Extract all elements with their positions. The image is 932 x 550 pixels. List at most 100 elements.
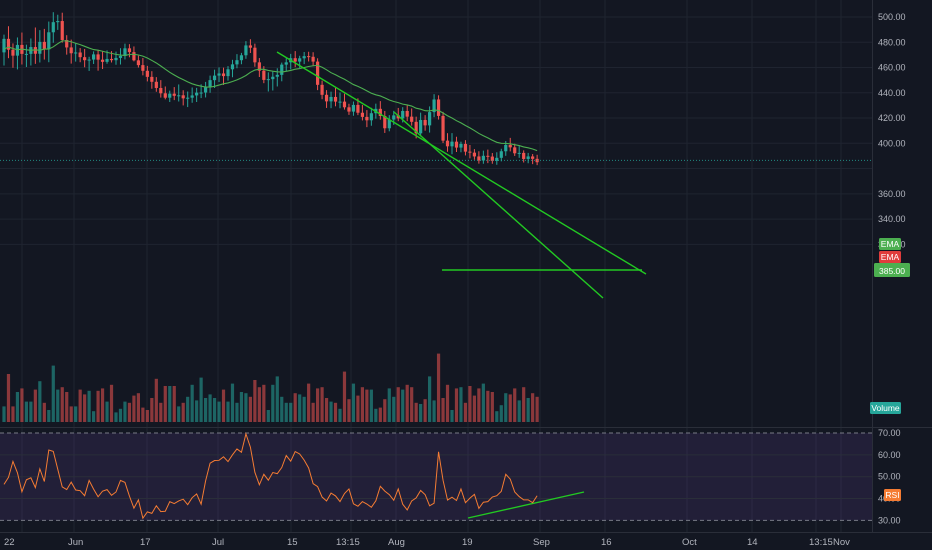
- volume-bar: [311, 402, 315, 422]
- volume-bar: [302, 396, 306, 422]
- volume-bar: [163, 386, 167, 422]
- price-tick-label: 360.00: [878, 189, 906, 199]
- candle-body: [490, 156, 494, 161]
- volume-bar: [289, 402, 293, 422]
- volume-bar: [441, 398, 445, 422]
- candle-body: [159, 87, 163, 94]
- candle-body: [78, 52, 82, 58]
- candle-body: [311, 56, 315, 62]
- volume-bar: [136, 393, 140, 422]
- candle-body: [186, 97, 190, 99]
- candle-body: [531, 156, 535, 159]
- rsi-polyline: [3, 432, 538, 520]
- candle-body: [38, 41, 42, 54]
- candle-body: [513, 147, 517, 154]
- volume-bar: [15, 392, 20, 422]
- volume-bar: [2, 406, 6, 422]
- trendline: [467, 491, 585, 519]
- candle-body: [118, 55, 123, 58]
- volume-bar: [105, 401, 109, 422]
- volume-bar: [118, 408, 123, 422]
- volume-bar: [410, 387, 414, 422]
- candle-body: [56, 21, 60, 23]
- volume-bar: [154, 378, 158, 422]
- trendline: [393, 111, 604, 299]
- volume-bar: [347, 399, 351, 422]
- volume-bar: [275, 376, 279, 422]
- volume-bar: [199, 377, 203, 422]
- volume-bar: [100, 388, 105, 422]
- volume-bar: [109, 384, 114, 422]
- volume-bar: [320, 387, 324, 422]
- rsi-tick-label: 70.00: [878, 428, 901, 438]
- volume-bar: [195, 400, 199, 422]
- volume-bar: [477, 388, 481, 422]
- volume-bar: [60, 387, 64, 422]
- volume-bar: [517, 400, 521, 422]
- candle-body: [410, 116, 414, 122]
- volume-bar: [65, 392, 69, 422]
- candle-body: [441, 115, 445, 141]
- volume-bar: [208, 394, 212, 422]
- volume-bar: [378, 407, 382, 422]
- candle-body: [499, 151, 503, 158]
- volume-bar: [436, 353, 441, 422]
- trendlines[interactable]: [276, 51, 647, 519]
- volume-bar: [486, 390, 490, 422]
- candle-body: [450, 141, 454, 147]
- candle-body: [136, 60, 140, 66]
- candle-body: [2, 38, 6, 53]
- candle-body: [383, 116, 387, 129]
- ema-badge-lower-bg: [879, 251, 901, 263]
- time-tick-label: Jun: [68, 537, 83, 548]
- candle-body: [472, 152, 476, 157]
- candle-body: [414, 121, 418, 134]
- candle-body: [275, 74, 279, 77]
- candle-body: [526, 156, 530, 159]
- candle-body: [6, 38, 11, 50]
- candle-body: [387, 119, 391, 129]
- candle-body: [338, 101, 342, 103]
- candle-body: [342, 101, 347, 108]
- candle-body: [212, 75, 217, 81]
- candle-body: [60, 21, 64, 40]
- candle-body: [114, 57, 118, 61]
- time-tick-label: Nov: [833, 537, 850, 548]
- volume-bar: [342, 371, 347, 422]
- volume-bar: [47, 410, 51, 422]
- candle-body: [445, 140, 450, 147]
- candle-body: [69, 47, 73, 54]
- volume-bar: [248, 396, 252, 422]
- last-price-badge-bg: [874, 263, 910, 277]
- candle-body: [486, 155, 490, 157]
- volume-bar: [20, 388, 24, 422]
- candle-body: [329, 96, 333, 102]
- candle-body: [96, 54, 100, 60]
- volume-bar: [481, 383, 485, 422]
- volume-bar: [204, 398, 208, 422]
- volume-bar: [468, 386, 472, 422]
- candle-body: [230, 64, 235, 70]
- volume-bar: [284, 402, 288, 422]
- volume-bar: [432, 400, 436, 422]
- volume-bar: [235, 402, 239, 422]
- candle-body: [177, 95, 181, 97]
- volume-bar: [396, 387, 400, 422]
- candle-body: [280, 64, 284, 75]
- candle-body: [504, 144, 508, 152]
- candle-body: [217, 73, 221, 76]
- volume-bar: [96, 390, 100, 422]
- price-tick-label: 420.00: [878, 113, 906, 123]
- candle-body: [360, 112, 364, 117]
- volume-bar: [499, 405, 503, 422]
- candle-body: [100, 59, 105, 62]
- volume-bar: [387, 388, 391, 422]
- volume-badge: Volume: [870, 402, 901, 414]
- candle-body: [293, 58, 297, 62]
- volume-bars: [2, 353, 539, 422]
- volume-bar: [329, 401, 333, 422]
- volume-bar: [217, 401, 221, 422]
